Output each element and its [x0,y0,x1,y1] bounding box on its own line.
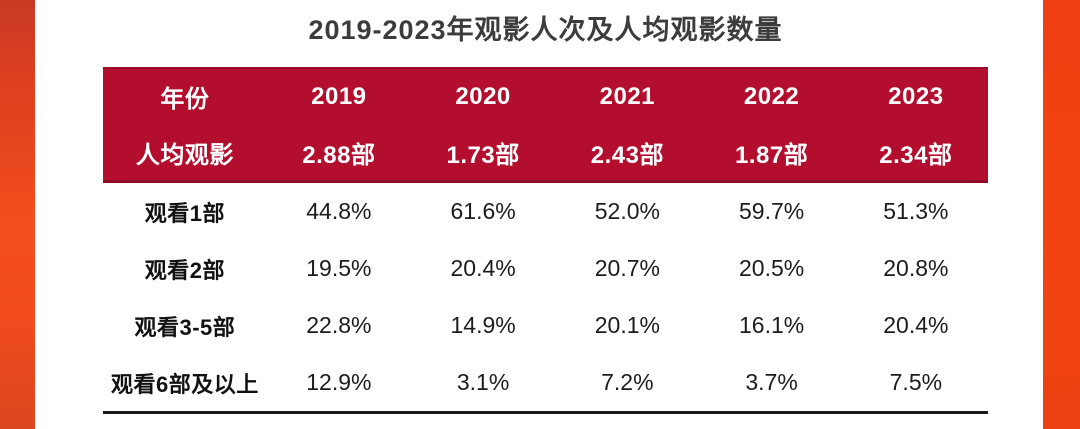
header-cell-year: 2019 [266,67,411,124]
page-title: 2019-2023年观影人次及人均观影数量 [308,15,783,45]
header-year-row: 年份 2019 2020 2021 2022 2023 [103,67,988,124]
header-cell-year: 2020 [410,67,556,124]
value-cell: 16.1% [738,312,805,338]
header-cell-year: 2021 [555,67,700,124]
value-cell: 20.8% [883,255,949,281]
header-cell-average-value: 1.73部 [410,124,556,183]
header-cell-average-value: 2.88部 [266,124,411,183]
value-cell: 7.2% [601,369,654,395]
value-cell: 20.7% [594,255,660,281]
left-accent-bar [0,0,35,429]
row-label: 观看6部及以上 [110,371,259,397]
value-cell: 20.4% [450,255,516,281]
value-cell: 52.0% [594,198,660,224]
header-cell-year-label: 年份 [103,67,267,124]
value-cell: 7.5% [889,369,943,395]
value-cell: 22.8% [306,312,372,338]
row-label: 观看3-5部 [134,314,236,340]
value-cell: 19.5% [306,255,372,281]
value-cell: 20.1% [594,312,660,338]
value-cell: 20.4% [883,312,949,338]
value-cell: 59.7% [738,198,805,224]
header-cell-year: 2023 [843,67,988,124]
header-average-row: 人均观影 2.88部 1.73部 2.43部 1.87部 2.34部 [103,124,988,183]
value-cell: 14.9% [450,312,516,338]
value-cell: 12.9% [306,369,372,395]
main-content: 2019-2023年观影人次及人均观影数量 年份 2019 2020 2021 … [103,0,988,414]
value-cell: 51.3% [883,198,949,224]
table-row: 观看1部 44.8% 61.6% 52.0% 59.7% 51.3% [103,182,988,241]
value-cell: 61.6% [450,198,516,224]
header-cell-average-value: 2.43部 [555,124,700,183]
value-cell: 20.5% [738,255,805,281]
header-cell-average-value: 2.34部 [843,124,988,183]
row-label: 观看1部 [144,200,225,226]
header-cell-year: 2022 [699,67,844,124]
value-cell: 44.8% [306,198,372,224]
header-cell-average-label: 人均观影 [103,124,267,183]
table-row: 观看6部及以上 12.9% 3.1% 7.2% 3.7% 7.5% [103,354,988,413]
row-label: 观看2部 [144,257,225,283]
right-accent-bar [1043,0,1080,429]
table-row: 观看2部 19.5% 20.4% 20.7% 20.5% 20.8% [103,240,988,297]
viewing-stats-table: 年份 2019 2020 2021 2022 2023 人均观影 2.88部 1… [103,67,988,414]
header-cell-average-value: 1.87部 [699,124,844,183]
value-cell: 3.7% [745,369,798,395]
table-body: 观看1部 44.8% 61.6% 52.0% 59.7% 51.3% 观看2部 … [103,182,988,413]
table-row: 观看3-5部 22.8% 14.9% 20.1% 16.1% 20.4% [103,297,988,354]
value-cell: 3.1% [456,369,510,395]
table-header: 年份 2019 2020 2021 2022 2023 人均观影 2.88部 1… [103,67,988,183]
